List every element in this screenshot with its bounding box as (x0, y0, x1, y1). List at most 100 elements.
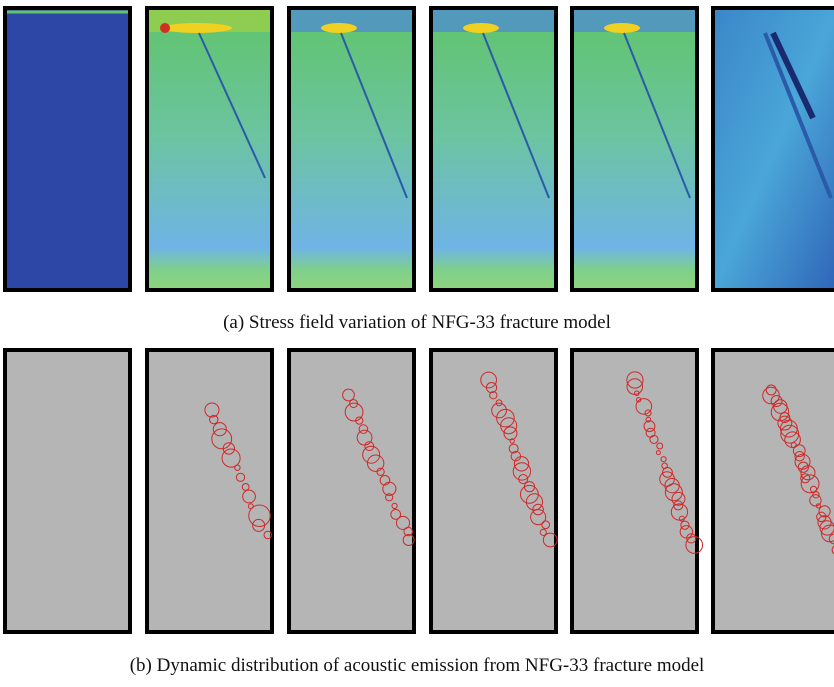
ae-event (342, 388, 355, 402)
ae-event (402, 534, 415, 546)
ae-event (241, 483, 250, 491)
ae-event (500, 417, 518, 435)
ae-event (209, 414, 219, 425)
stress-peak (160, 23, 170, 33)
loading-plate (574, 10, 695, 32)
crack (340, 32, 408, 199)
crack (482, 32, 550, 199)
crack (623, 32, 691, 199)
ae-event (532, 503, 544, 516)
ae-event (680, 520, 690, 530)
ae-event (660, 456, 667, 463)
stress-panel (145, 6, 274, 292)
ae-event (385, 493, 394, 502)
ae-event (635, 398, 653, 415)
ae-event (518, 474, 529, 485)
ae-event (366, 454, 385, 472)
ae-event (671, 491, 686, 506)
ae-panel (429, 348, 558, 634)
crack (770, 31, 816, 120)
ae-event (263, 530, 272, 540)
caption: (b) Dynamic distribution of acoustic emi… (129, 655, 705, 676)
ae-event (797, 461, 809, 473)
ae-event (815, 503, 822, 509)
ae-event (344, 402, 364, 422)
ae-event (770, 395, 783, 408)
ae-event (664, 483, 683, 502)
ae-event (480, 371, 498, 389)
stress-spot (463, 23, 499, 33)
ae-event (382, 481, 397, 496)
caption: (a) Stress field variation of NFG-33 fra… (223, 312, 611, 333)
ae-event (655, 450, 661, 456)
ae-event (513, 456, 530, 472)
ae-event (204, 402, 220, 418)
ae-event (662, 466, 673, 478)
ae-event (816, 511, 827, 523)
ae-event (656, 442, 664, 450)
ae-event (794, 450, 805, 462)
ae-event (686, 533, 697, 544)
ae-event (770, 402, 790, 422)
ae-event (809, 494, 822, 507)
ae-event (234, 464, 241, 471)
ae-event (355, 416, 364, 425)
ae-event (792, 444, 806, 458)
ae-event (649, 434, 659, 444)
ae-event (222, 442, 236, 455)
ae-event (248, 504, 271, 527)
ae-event (495, 399, 503, 407)
ae-event (247, 503, 254, 510)
stress-spot (162, 23, 232, 33)
ae-event (818, 505, 831, 518)
ae-event (489, 391, 498, 400)
loading-plate (291, 10, 412, 32)
ae-event (491, 402, 507, 419)
ae-event (765, 384, 777, 396)
ae-event (777, 415, 793, 431)
ae-event (634, 390, 640, 396)
ae-event (235, 472, 246, 482)
stress-spot (604, 23, 640, 33)
ae-event (831, 545, 834, 555)
ae-event (212, 422, 227, 437)
ae-event (530, 509, 547, 526)
stress-panel (570, 6, 699, 292)
ae-event (542, 532, 558, 548)
loading-plate (433, 10, 554, 32)
ae-event (242, 489, 256, 504)
ae-event (512, 462, 532, 481)
ae-event (496, 408, 515, 428)
ae-panel (287, 348, 416, 634)
ae-event (685, 536, 704, 554)
crack (198, 32, 266, 179)
ae-event (376, 467, 385, 476)
ae-event (645, 416, 652, 423)
stress-panel (287, 6, 416, 292)
ae-event (221, 448, 241, 468)
ae-event (211, 428, 233, 450)
ae-event (800, 473, 811, 484)
ae-event (800, 474, 820, 494)
ae-panel (3, 348, 132, 634)
ae-event (252, 518, 266, 532)
ae-panel (145, 348, 274, 634)
ae-event (541, 520, 551, 530)
ae-event (643, 420, 656, 433)
ae-event (510, 450, 522, 462)
stress-spot (321, 23, 357, 33)
stress-panel (3, 6, 132, 292)
ae-event (673, 500, 684, 511)
ae-event (391, 502, 398, 510)
ae-event (800, 465, 816, 481)
ae-event (762, 386, 780, 405)
crack (763, 32, 833, 199)
ae-event (794, 453, 811, 470)
ae-event (636, 397, 642, 403)
ae-event (403, 526, 413, 537)
ae-event (379, 474, 391, 486)
ae-event (395, 515, 411, 530)
ae-event (539, 528, 547, 536)
ae-event (509, 438, 515, 444)
